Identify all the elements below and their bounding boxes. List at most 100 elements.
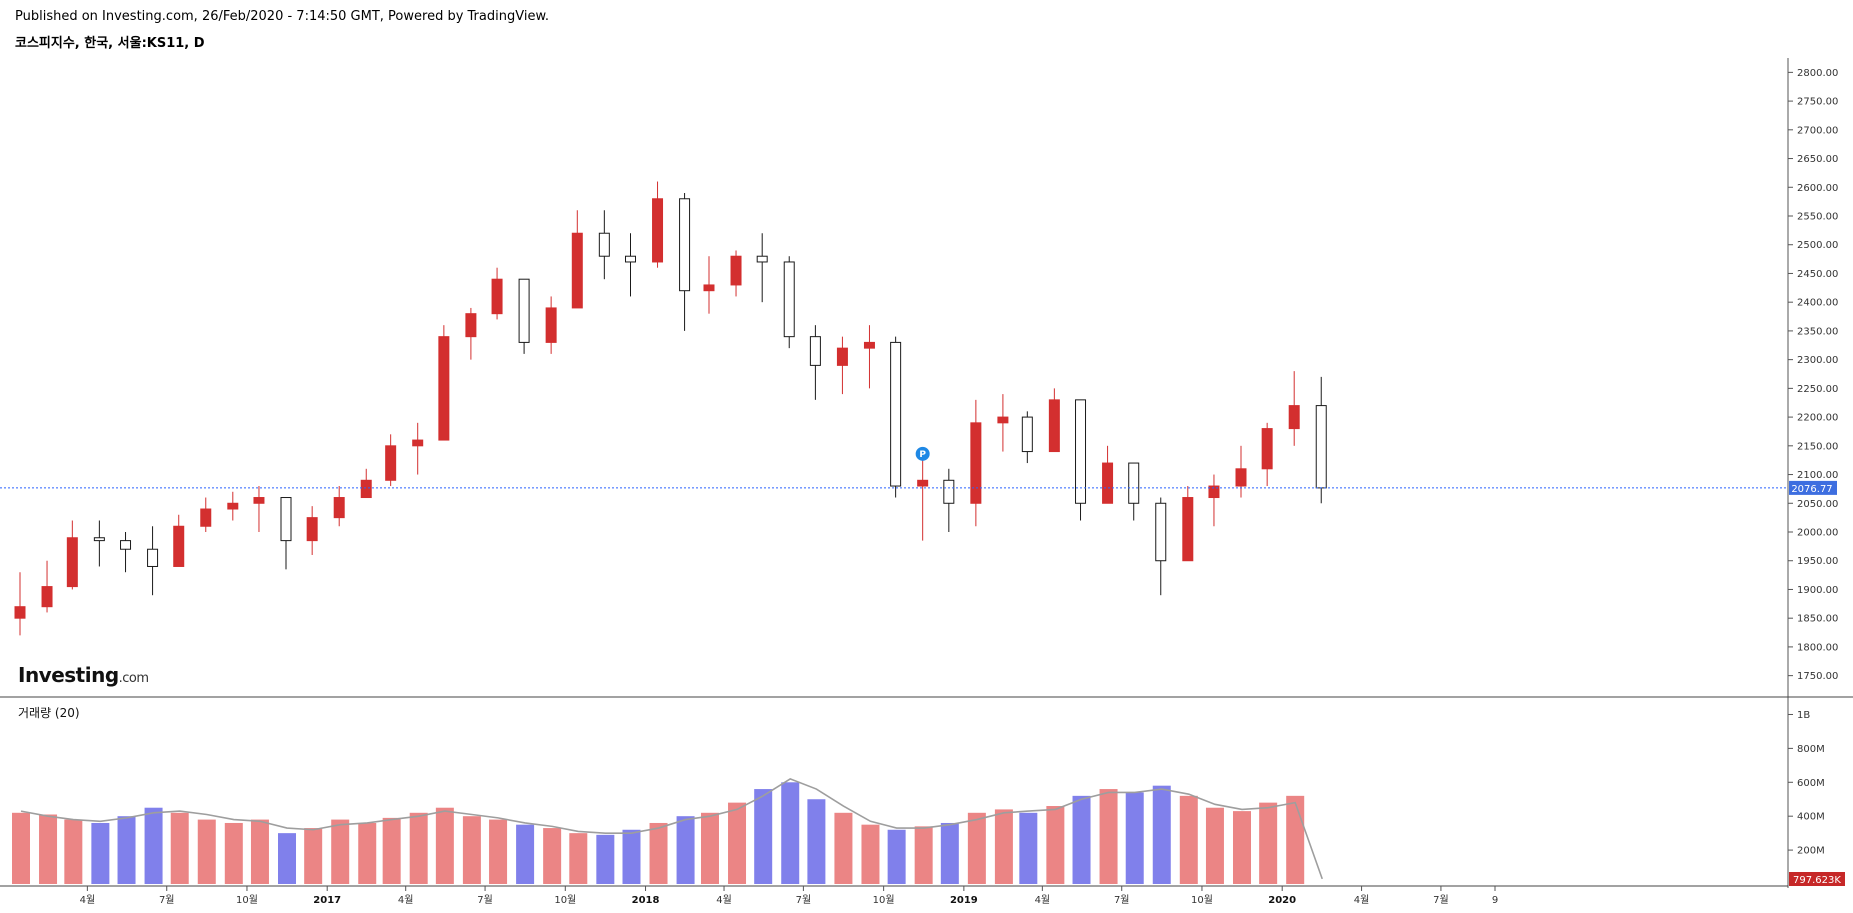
candle-body (1155, 502, 1167, 562)
time-tick-label: 10월 (873, 894, 895, 906)
time-tick-label: 10월 (1191, 894, 1213, 906)
volume-bar (117, 816, 136, 884)
volume-bar (728, 802, 747, 884)
volume-bar (1152, 785, 1171, 884)
price-tick-label: 2300.00 (1797, 355, 1838, 366)
price-tick-label: 2050.00 (1797, 499, 1838, 510)
volume-bar (543, 828, 562, 884)
candle-body (970, 422, 982, 504)
time-tick-label: 4월 (1354, 894, 1370, 906)
candle-body (1261, 428, 1273, 470)
volume-bar (596, 834, 615, 884)
volume-tick-label: 800M (1797, 744, 1825, 755)
candle-body (227, 502, 239, 510)
volume-bar (1019, 812, 1038, 884)
candle-body (280, 497, 292, 542)
last-price-label-text: 2076.77 (1791, 484, 1832, 495)
candle-body (491, 278, 503, 315)
volume-bar (39, 814, 58, 884)
volume-bar (278, 833, 297, 884)
candle-body (545, 307, 557, 343)
candle-body (333, 497, 345, 519)
marker-p-icon[interactable]: P (915, 446, 930, 461)
volume-bar (1205, 807, 1224, 884)
logo-suffix: .com (119, 671, 149, 686)
time-tick-label: 2019 (950, 895, 978, 906)
volume-bar (781, 782, 800, 884)
time-tick-label: 2020 (1268, 895, 1296, 906)
time-tick-label: 4월 (1035, 894, 1051, 906)
volume-bar (676, 816, 695, 884)
time-tick-label: 10월 (554, 894, 576, 906)
symbol-title: 코스피지수, 한국, 서울:KS11, D (15, 36, 205, 51)
candle-body (1075, 399, 1087, 504)
price-tick-label: 2200.00 (1797, 413, 1838, 424)
candle-body (783, 261, 795, 338)
time-tick-label: 4월 (398, 894, 414, 906)
volume-tick-label: 600M (1797, 778, 1825, 789)
candle-body (598, 232, 610, 257)
time-tick-label: 7월 (477, 894, 493, 906)
last-volume-label-bg (1789, 872, 1845, 886)
price-tick-label: 2800.00 (1797, 68, 1838, 79)
candle-body (730, 255, 742, 286)
volume-bar (1232, 811, 1251, 884)
candle-body (173, 525, 185, 567)
volume-bar (1099, 789, 1118, 884)
price-tick-label: 2500.00 (1797, 240, 1838, 251)
time-tick-label: 7월 (159, 894, 175, 906)
price-tick-label: 2750.00 (1797, 97, 1838, 108)
volume-bar (622, 829, 641, 884)
candle-body (14, 606, 26, 619)
volume-bars (12, 782, 1305, 884)
candle-body (997, 416, 1009, 424)
volume-bar (409, 812, 428, 884)
marker-p-circle[interactable] (915, 446, 930, 461)
candle-body (703, 284, 715, 292)
volume-bar (1046, 806, 1065, 884)
candle-body (679, 198, 691, 292)
volume-bar (1286, 795, 1305, 884)
price-tick-label: 1800.00 (1797, 642, 1838, 653)
price-tick-label: 1950.00 (1797, 556, 1838, 567)
logo-brand: Investing (18, 663, 119, 687)
volume-bar (304, 828, 323, 884)
candle-body (809, 336, 821, 366)
volume-bar (914, 826, 933, 884)
candle-body (756, 255, 768, 263)
candle-body (1288, 405, 1300, 430)
time-tick-label: 2017 (313, 895, 341, 906)
svg-text:Investing.com: Investing.com (18, 663, 149, 687)
candle-body (1235, 468, 1247, 487)
volume-bar (754, 789, 773, 884)
candle-body (1208, 485, 1220, 499)
volume-bar (489, 819, 508, 884)
time-tick-label: 7월 (796, 894, 812, 906)
volume-bar (994, 809, 1013, 884)
marker-p-letter: P (919, 450, 926, 460)
candle-body (624, 255, 636, 263)
volume-bar (462, 816, 481, 884)
volume-bar (807, 799, 826, 884)
volume-bar (91, 822, 110, 884)
time-tick-label: 4월 (716, 894, 732, 906)
candle-body (571, 232, 583, 309)
candlesticks (14, 181, 1327, 636)
price-tick-label: 2000.00 (1797, 528, 1838, 539)
time-tick-label: 10월 (236, 894, 258, 906)
volume-bar (224, 822, 243, 884)
candle-body (465, 313, 477, 338)
volume-bar (12, 812, 30, 884)
candle-body (890, 341, 902, 487)
candle-body (917, 479, 929, 487)
time-tick-label: 7월 (1114, 894, 1130, 906)
candle-body (1021, 416, 1033, 453)
volume-bar (144, 807, 163, 884)
price-axis: 1750.00 1800.00 1850.00 1900.00 1950.00 2000.… (1788, 68, 1838, 682)
candle-body (93, 537, 105, 542)
price-tick-label: 2600.00 (1797, 183, 1838, 194)
volume-bar (170, 812, 189, 884)
last-volume-label-text: 797.623K (1793, 875, 1841, 886)
volume-bar (569, 833, 588, 884)
